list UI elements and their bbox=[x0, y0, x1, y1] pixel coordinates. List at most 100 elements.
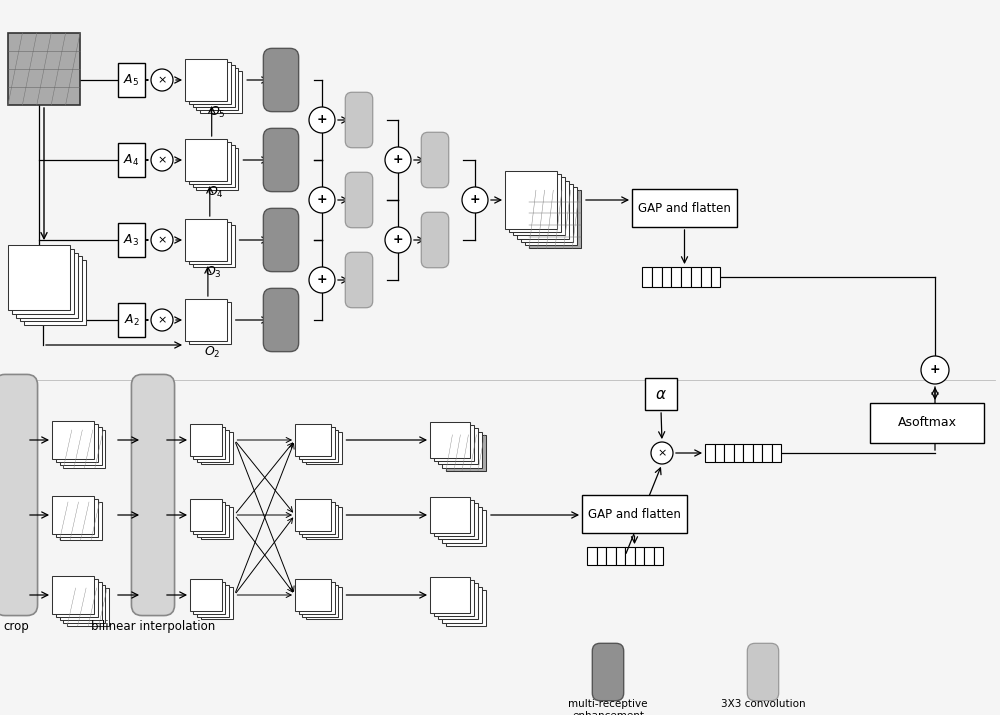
FancyBboxPatch shape bbox=[421, 132, 449, 188]
Bar bbox=[442, 507, 482, 543]
Bar bbox=[691, 267, 701, 287]
Bar bbox=[753, 444, 762, 462]
Bar bbox=[24, 260, 86, 325]
Circle shape bbox=[309, 187, 335, 213]
Bar bbox=[52, 421, 94, 459]
Text: $O_3$: $O_3$ bbox=[205, 265, 222, 280]
Bar bbox=[185, 219, 227, 261]
Bar bbox=[190, 499, 222, 531]
Text: +: + bbox=[470, 193, 480, 206]
Bar bbox=[118, 143, 145, 177]
Bar bbox=[197, 505, 229, 536]
Text: ×: × bbox=[157, 75, 167, 85]
Bar bbox=[434, 500, 474, 536]
Text: 3X3 convolution: 3X3 convolution bbox=[721, 699, 805, 709]
Bar bbox=[870, 403, 984, 443]
Bar bbox=[438, 583, 478, 619]
Bar bbox=[67, 588, 109, 626]
Bar bbox=[8, 33, 80, 105]
Bar bbox=[606, 547, 616, 565]
Bar bbox=[644, 547, 654, 565]
Bar bbox=[734, 444, 743, 462]
Bar bbox=[635, 547, 644, 565]
Bar bbox=[596, 547, 606, 565]
Bar bbox=[652, 267, 662, 287]
Bar bbox=[193, 145, 235, 187]
Bar bbox=[671, 267, 681, 287]
Bar bbox=[16, 252, 78, 317]
Text: ×: × bbox=[657, 448, 667, 458]
Bar bbox=[442, 432, 482, 468]
Bar bbox=[190, 424, 222, 456]
FancyBboxPatch shape bbox=[345, 92, 373, 148]
FancyBboxPatch shape bbox=[421, 212, 449, 267]
Bar bbox=[189, 142, 231, 184]
Bar bbox=[185, 59, 227, 101]
Bar bbox=[302, 585, 338, 616]
Text: crop: crop bbox=[3, 620, 29, 633]
Bar bbox=[642, 267, 652, 287]
Text: +: + bbox=[393, 153, 403, 166]
Bar bbox=[60, 502, 102, 540]
Bar bbox=[60, 427, 102, 465]
Bar bbox=[714, 444, 724, 462]
Circle shape bbox=[151, 149, 173, 171]
Bar bbox=[200, 508, 232, 539]
FancyBboxPatch shape bbox=[263, 288, 299, 352]
FancyBboxPatch shape bbox=[592, 644, 624, 701]
Bar bbox=[645, 378, 677, 410]
Bar bbox=[185, 299, 227, 341]
FancyBboxPatch shape bbox=[0, 375, 38, 616]
Circle shape bbox=[151, 229, 173, 251]
Bar bbox=[185, 139, 227, 181]
Circle shape bbox=[151, 69, 173, 91]
Text: ×: × bbox=[157, 315, 167, 325]
Bar bbox=[118, 63, 145, 97]
Text: GAP and flatten: GAP and flatten bbox=[588, 508, 681, 521]
Bar bbox=[434, 425, 474, 461]
Bar bbox=[200, 71, 242, 113]
Text: Asoftmax: Asoftmax bbox=[898, 417, 956, 430]
Bar bbox=[302, 505, 338, 536]
Bar bbox=[509, 174, 561, 232]
Bar bbox=[430, 422, 470, 458]
Text: $O_5$: $O_5$ bbox=[209, 105, 226, 120]
Bar bbox=[193, 65, 235, 107]
Circle shape bbox=[921, 356, 949, 384]
Bar bbox=[295, 424, 331, 456]
Bar bbox=[438, 428, 478, 465]
Bar bbox=[681, 267, 691, 287]
Bar bbox=[430, 497, 470, 533]
Bar bbox=[517, 181, 569, 239]
Bar bbox=[197, 430, 229, 462]
Bar bbox=[196, 68, 238, 110]
Bar bbox=[306, 588, 342, 619]
Bar bbox=[193, 582, 225, 613]
Bar bbox=[200, 433, 232, 465]
Text: ×: × bbox=[157, 155, 167, 165]
Bar bbox=[442, 586, 482, 623]
Bar bbox=[438, 503, 478, 539]
Bar bbox=[306, 508, 342, 539]
Bar bbox=[189, 62, 231, 104]
Text: $A_3$: $A_3$ bbox=[123, 232, 140, 247]
Text: +: + bbox=[317, 193, 327, 206]
Bar bbox=[12, 249, 74, 314]
Bar bbox=[743, 444, 753, 462]
Bar bbox=[302, 430, 338, 462]
FancyBboxPatch shape bbox=[345, 172, 373, 227]
FancyBboxPatch shape bbox=[345, 252, 373, 307]
Text: GAP and flatten: GAP and flatten bbox=[638, 202, 731, 214]
Bar bbox=[63, 585, 105, 623]
Circle shape bbox=[309, 267, 335, 293]
Bar bbox=[193, 502, 225, 534]
Bar bbox=[521, 184, 573, 242]
Bar bbox=[662, 267, 671, 287]
Bar bbox=[625, 547, 635, 565]
Bar bbox=[189, 302, 231, 344]
Text: bilinear interpolation: bilinear interpolation bbox=[91, 620, 215, 633]
FancyBboxPatch shape bbox=[747, 644, 779, 701]
Bar bbox=[582, 495, 687, 533]
Bar bbox=[762, 444, 772, 462]
Bar bbox=[299, 582, 335, 613]
